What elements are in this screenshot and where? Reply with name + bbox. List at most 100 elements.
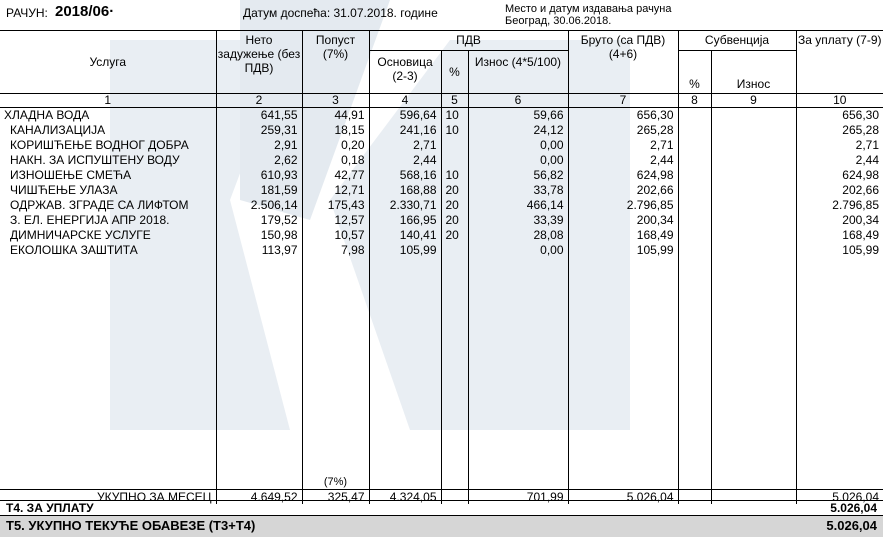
vat-percent	[440, 153, 468, 168]
vat-percent	[440, 138, 468, 153]
gross-amount: 2,71	[567, 138, 678, 153]
gross-amount: 656,30	[567, 107, 678, 123]
invoice-table: Услуга Нето задужење (без ПДВ) Попуст (7…	[0, 31, 883, 504]
filler-row	[0, 258, 883, 476]
subsidy-percent	[677, 123, 711, 138]
discount-amount: 0,18	[301, 153, 369, 168]
col-subsidy-pct-header: %	[677, 50, 711, 94]
column-number: 1	[0, 93, 216, 108]
service-row: КАНАЛИЗАЦИЈА 259,31 18,15 241,16 10 24,12 265,…	[0, 123, 883, 138]
subsidy-percent	[677, 213, 711, 228]
issue-place-value: Београд, 30.06.2018.	[505, 15, 612, 27]
subsidy-percent	[677, 183, 711, 198]
discount-amount: 42,77	[301, 168, 369, 183]
discount-note: (7%)	[301, 476, 369, 490]
vat-base: 168,88	[368, 183, 441, 198]
subsidy-amount	[710, 107, 796, 123]
to-pay-amount: 202,66	[795, 183, 883, 198]
to-pay-amount: 265,28	[795, 123, 883, 138]
discount-amount: 12,57	[301, 213, 369, 228]
vat-base: 105,99	[368, 243, 441, 258]
discount-amount: 44,91	[301, 107, 369, 123]
t4-row: Т4. ЗА УПЛАТУ 5.026,04	[0, 500, 883, 516]
column-number: 7	[567, 93, 678, 108]
to-pay-amount: 656,30	[795, 107, 883, 123]
vat-percent: 10	[440, 168, 468, 183]
column-number: 10	[795, 93, 883, 108]
service-row: З. ЕЛ. ЕНЕРГИЈА АПР 2018. 179,52 12,57 166,…	[0, 213, 883, 228]
service-row: ДИМНИЧАРСКЕ УСЛУГЕ 150,98 10,57 140,41 20 28,…	[0, 228, 883, 243]
net-amount: 179,52	[215, 213, 302, 228]
service-name: КАНАЛИЗАЦИЈА	[10, 123, 106, 137]
subsidy-amount	[710, 138, 796, 153]
discount-amount: 175,43	[301, 198, 369, 213]
vat-percent: 20	[440, 213, 468, 228]
discount-note-row: (7%)	[0, 476, 883, 490]
to-pay-amount: 200,34	[795, 213, 883, 228]
vat-base: 140,41	[368, 228, 441, 243]
vat-base: 2,71	[368, 138, 441, 153]
col-subsidy-amount-header: Износ	[710, 50, 796, 94]
vat-amount: 56,82	[467, 168, 568, 183]
col-vat-pct-header: %	[440, 50, 468, 94]
to-pay-amount: 624,98	[795, 168, 883, 183]
vat-percent: 20	[440, 228, 468, 243]
vat-base: 166,95	[368, 213, 441, 228]
column-number: 5	[440, 93, 468, 108]
vat-base: 2.330,71	[368, 198, 441, 213]
vat-amount: 0,00	[467, 138, 568, 153]
service-name: ХЛАДНА ВОДА	[4, 108, 90, 122]
service-name: ОДРЖАВ. ЗГРАДЕ СА ЛИФТОМ	[10, 198, 189, 212]
subsidy-amount	[710, 183, 796, 198]
service-name: НАКН. ЗА ИСПУШТЕНУ ВОДУ	[10, 153, 180, 167]
gross-amount: 105,99	[567, 243, 678, 258]
net-amount: 181,59	[215, 183, 302, 198]
gross-amount: 2.796,85	[567, 198, 678, 213]
gross-amount: 202,66	[567, 183, 678, 198]
subsidy-percent	[677, 243, 711, 258]
net-amount: 641,55	[215, 107, 302, 123]
service-name: КОРИШЋЕЊЕ ВОДНОГ ДОБРА	[10, 138, 189, 152]
column-number: 3	[301, 93, 369, 108]
due-date: Датум доспећа: 31.07.2018. године	[243, 6, 438, 20]
table-header-row-1: Услуга Нето задужење (без ПДВ) Попуст (7…	[0, 31, 883, 94]
net-amount: 2,62	[215, 153, 302, 168]
service-name: ЧИШЋЕЊЕ УЛАЗА	[10, 183, 118, 197]
net-amount: 113,97	[215, 243, 302, 258]
gross-amount: 168,49	[567, 228, 678, 243]
discount-amount: 18,15	[301, 123, 369, 138]
net-amount: 610,93	[215, 168, 302, 183]
discount-amount: 12,71	[301, 183, 369, 198]
t5-label: Т5. УКУПНО ТЕКУЋЕ ОБАВЕЗЕ (Т3+Т4)	[6, 518, 256, 533]
subsidy-amount	[710, 123, 796, 138]
gross-amount: 2,44	[567, 153, 678, 168]
service-name: З. ЕЛ. ЕНЕРГИЈА АПР 2018.	[10, 213, 170, 227]
service-rows: ХЛАДНА ВОДА 641,55 44,91 596,64 10 59,66 656,3…	[0, 107, 883, 258]
service-row: ЕКОЛОШКА ЗАШТИТА 113,97 7,98 105,99 0,00 105,…	[0, 243, 883, 258]
column-number: 8	[677, 93, 711, 108]
subsidy-percent	[677, 138, 711, 153]
vat-amount: 0,00	[467, 243, 568, 258]
to-pay-amount: 105,99	[795, 243, 883, 258]
vat-amount: 466,14	[467, 198, 568, 213]
to-pay-amount: 2,71	[795, 138, 883, 153]
net-amount: 259,31	[215, 123, 302, 138]
subsidy-amount	[710, 228, 796, 243]
service-row: ХЛАДНА ВОДА 641,55 44,91 596,64 10 59,66 656,3…	[0, 107, 883, 123]
service-row: ЧИШЋЕЊЕ УЛАЗА 181,59 12,71 168,88 20 33,78 202…	[0, 183, 883, 198]
vat-amount: 24,12	[467, 123, 568, 138]
gross-amount: 624,98	[567, 168, 678, 183]
vat-percent	[440, 243, 468, 258]
vat-percent: 20	[440, 183, 468, 198]
invoice-label: РАЧУН:	[6, 6, 48, 20]
service-name: ИЗНОШЕЊЕ СМЕЋА	[10, 168, 132, 182]
subsidy-amount	[710, 243, 796, 258]
net-amount: 2.506,14	[215, 198, 302, 213]
subsidy-percent	[677, 107, 711, 123]
to-pay-amount: 2.796,85	[795, 198, 883, 213]
net-amount: 2,91	[215, 138, 302, 153]
invoice-header: РАЧУН: 2018/06· Датум доспећа: 31.07.201…	[0, 0, 883, 31]
t4-label: Т4. ЗА УПЛАТУ	[6, 501, 94, 515]
subsidy-percent	[677, 228, 711, 243]
subsidy-percent	[677, 168, 711, 183]
